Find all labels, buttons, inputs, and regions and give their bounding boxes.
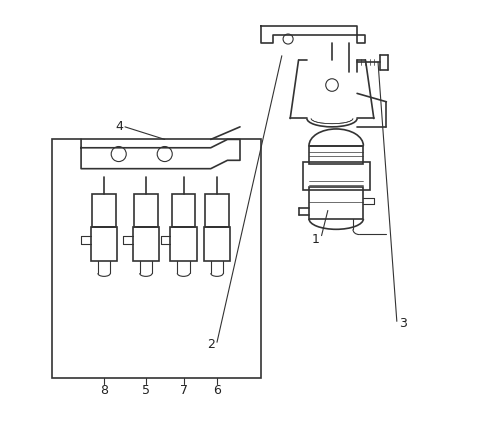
Bar [91, 227, 118, 261]
Bar [170, 227, 197, 261]
Bar [205, 194, 228, 227]
Bar [303, 163, 370, 189]
Text: 4: 4 [115, 120, 123, 133]
Bar [134, 194, 157, 227]
Bar [132, 227, 159, 261]
Bar [172, 194, 195, 227]
Text: 6: 6 [213, 384, 221, 397]
Text: 3: 3 [399, 317, 407, 330]
Bar [92, 194, 116, 227]
Bar [204, 227, 230, 261]
Bar [309, 187, 363, 219]
Text: 8: 8 [100, 384, 108, 397]
Bar [309, 146, 363, 165]
Text: 2: 2 [207, 338, 215, 351]
Text: 5: 5 [142, 384, 150, 397]
Text: 1: 1 [312, 233, 320, 246]
Bar [52, 139, 261, 378]
Text: 7: 7 [180, 384, 188, 397]
